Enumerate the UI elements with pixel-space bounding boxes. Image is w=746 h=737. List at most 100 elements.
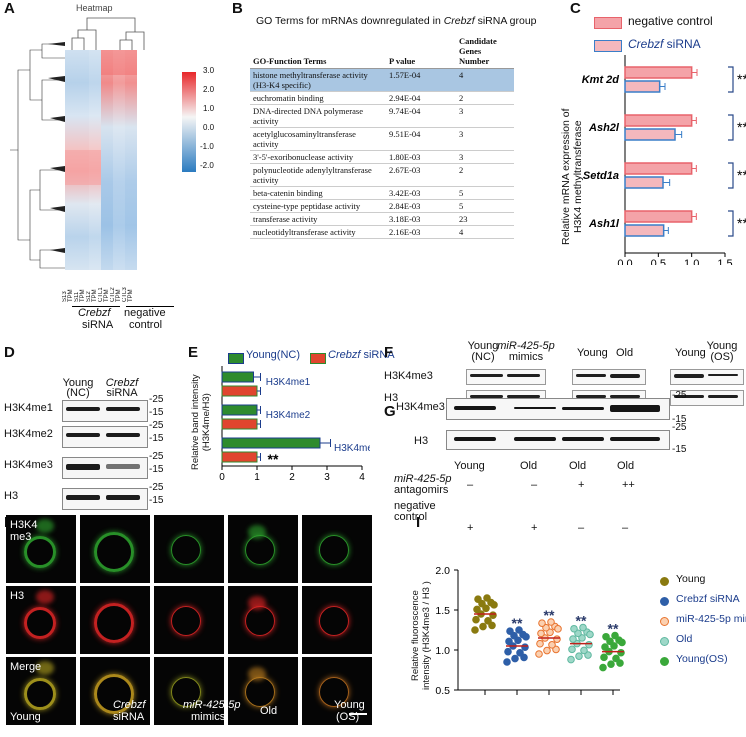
f-gel (670, 390, 744, 406)
g-col4: Old (617, 460, 635, 472)
go-term: transferase activity (250, 212, 386, 226)
e-tick-label: 0 (219, 472, 225, 483)
e-legend-nc: Young(NC) (246, 349, 301, 361)
cell-nucleus (24, 678, 56, 710)
cell-nucleus (24, 607, 56, 639)
go-term: histone methyltransferase activity (H3-K… (250, 68, 386, 92)
c-category: Setd1a (583, 170, 619, 182)
go-pvalue: 9.74E-04 (386, 104, 456, 128)
hm-col-3: S12 TPM (86, 289, 98, 302)
g-r1-1: – (467, 479, 474, 491)
f-band (470, 395, 503, 398)
i-point (585, 640, 593, 649)
d-band (66, 433, 100, 437)
i-point (516, 649, 524, 657)
cell-nucleus (245, 677, 275, 707)
heatmap-title: Heatmap (76, 3, 113, 13)
micro-label: miR-425-5p (183, 699, 241, 711)
c-significance: ** (737, 71, 746, 87)
hm-col-4: CTL1 TPM (98, 287, 110, 302)
i-point (554, 625, 562, 633)
f-gel (466, 369, 546, 385)
hm-col-2: S11 TPM (74, 289, 86, 302)
g-mw-15: -15 (672, 414, 687, 425)
e-bar (221, 418, 258, 430)
e-legend-swatch-si (310, 353, 326, 364)
i-point (521, 643, 529, 651)
go-header-term: GO-Function Terms (250, 34, 386, 69)
d-mw-15: -15 (149, 407, 164, 418)
go-row: polynucleotide adenylyltransferase activ… (250, 163, 514, 187)
go-pvalue: 2.84E-03 (386, 199, 456, 213)
hm-group1: Crebzf (78, 307, 111, 319)
cell-region (36, 519, 54, 533)
f-band (470, 374, 503, 377)
hm-col-5: CTL2 TPM (110, 287, 122, 302)
micro-label: H3K4 (10, 519, 38, 531)
micrograph (154, 657, 224, 725)
i-point (483, 594, 491, 602)
g-col2: Old (520, 460, 538, 472)
i-point (580, 646, 588, 655)
go-term: beta-catenin binding (250, 186, 386, 200)
hm-group2: negative (124, 307, 166, 319)
micrograph (228, 515, 298, 583)
go-term: DNA-directed DNA polymerase activity (250, 104, 386, 128)
cell-nucleus (171, 535, 201, 565)
go-genes: 23 (456, 212, 514, 226)
micro-label: siRNA (113, 711, 145, 723)
e-bar (221, 451, 258, 463)
g-r1-2: – (531, 479, 538, 491)
go-row: nucleotidyltransferase activity 2.16E-03 4 (250, 225, 514, 239)
i-point (617, 648, 625, 657)
i-legend-marker (660, 597, 669, 606)
f-band (610, 395, 640, 398)
e-tick-label: 2 (289, 472, 295, 483)
i-point (537, 629, 545, 638)
i-point (548, 641, 556, 649)
i-point (599, 663, 607, 672)
i-point (543, 646, 551, 655)
i-point (570, 624, 578, 633)
i-point (503, 658, 511, 666)
hm-group2b: control (129, 319, 163, 331)
e-ylabel: Relative band intensity (H3K4me/H3) (190, 374, 212, 470)
i-point (607, 660, 615, 668)
i-point (568, 645, 576, 654)
i-point (479, 622, 487, 631)
c-significance: ** (737, 215, 746, 231)
scale-bar (349, 713, 367, 715)
i-point (569, 635, 577, 643)
i-point (601, 643, 609, 651)
go-genes: 3 (456, 150, 514, 164)
c-bracket (728, 114, 734, 141)
i-point (611, 631, 619, 640)
i-legend-label: Old (676, 633, 693, 645)
g-band (610, 404, 660, 412)
go-term: polynucleotide adenylyltransferase activ… (250, 163, 386, 187)
micrograph (6, 586, 76, 654)
d-gel (62, 400, 148, 422)
cell-region (248, 667, 266, 681)
e-tick-label: 3 (324, 472, 330, 483)
legend-swatch-nc (594, 17, 622, 29)
d-band (66, 407, 100, 411)
micrograph (228, 586, 298, 654)
micro-label: mimics (191, 711, 226, 723)
g-mw-25: -25 (672, 422, 687, 433)
micrograph (302, 586, 372, 654)
g-r2-label: negative control (394, 500, 436, 523)
go-pvalue: 9.51E-04 (386, 127, 456, 151)
micrograph (80, 586, 150, 654)
c-bar (624, 66, 693, 79)
go-row: euchromatin binding 2.94E-04 2 (250, 91, 514, 105)
chart-i: 0.5 1.0 1.5 2.0 ** ** ** ** (435, 565, 626, 697)
go-pvalue: 1.57E-04 (386, 68, 456, 92)
micro-label: Crebzf (113, 699, 146, 711)
c-bar (624, 114, 693, 127)
g-band (454, 406, 496, 410)
f-band (674, 374, 704, 378)
i-point (553, 635, 561, 643)
e-bar (221, 404, 258, 416)
go-genes: 4 (456, 225, 514, 239)
